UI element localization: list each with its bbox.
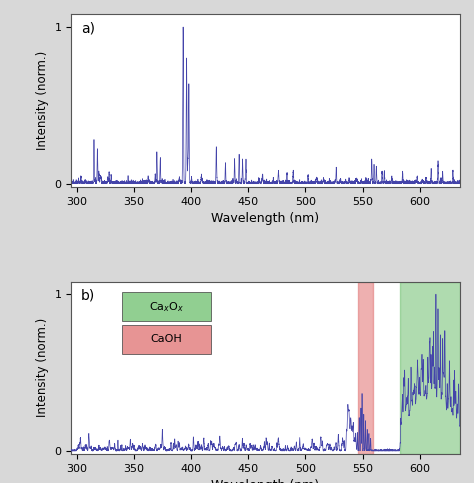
FancyBboxPatch shape	[122, 325, 211, 354]
Text: b): b)	[81, 288, 95, 302]
Text: a): a)	[81, 21, 95, 35]
Text: CaOH: CaOH	[150, 334, 182, 344]
Y-axis label: Intensity (norm.): Intensity (norm.)	[36, 318, 49, 417]
X-axis label: Wavelength (nm): Wavelength (nm)	[211, 479, 319, 483]
Text: Ca$_x$O$_x$: Ca$_x$O$_x$	[149, 300, 184, 313]
FancyBboxPatch shape	[122, 292, 211, 321]
Bar	[401, 282, 460, 454]
Y-axis label: Intensity (norm.): Intensity (norm.)	[36, 51, 49, 150]
Bar	[358, 282, 373, 454]
X-axis label: Wavelength (nm): Wavelength (nm)	[211, 212, 319, 225]
